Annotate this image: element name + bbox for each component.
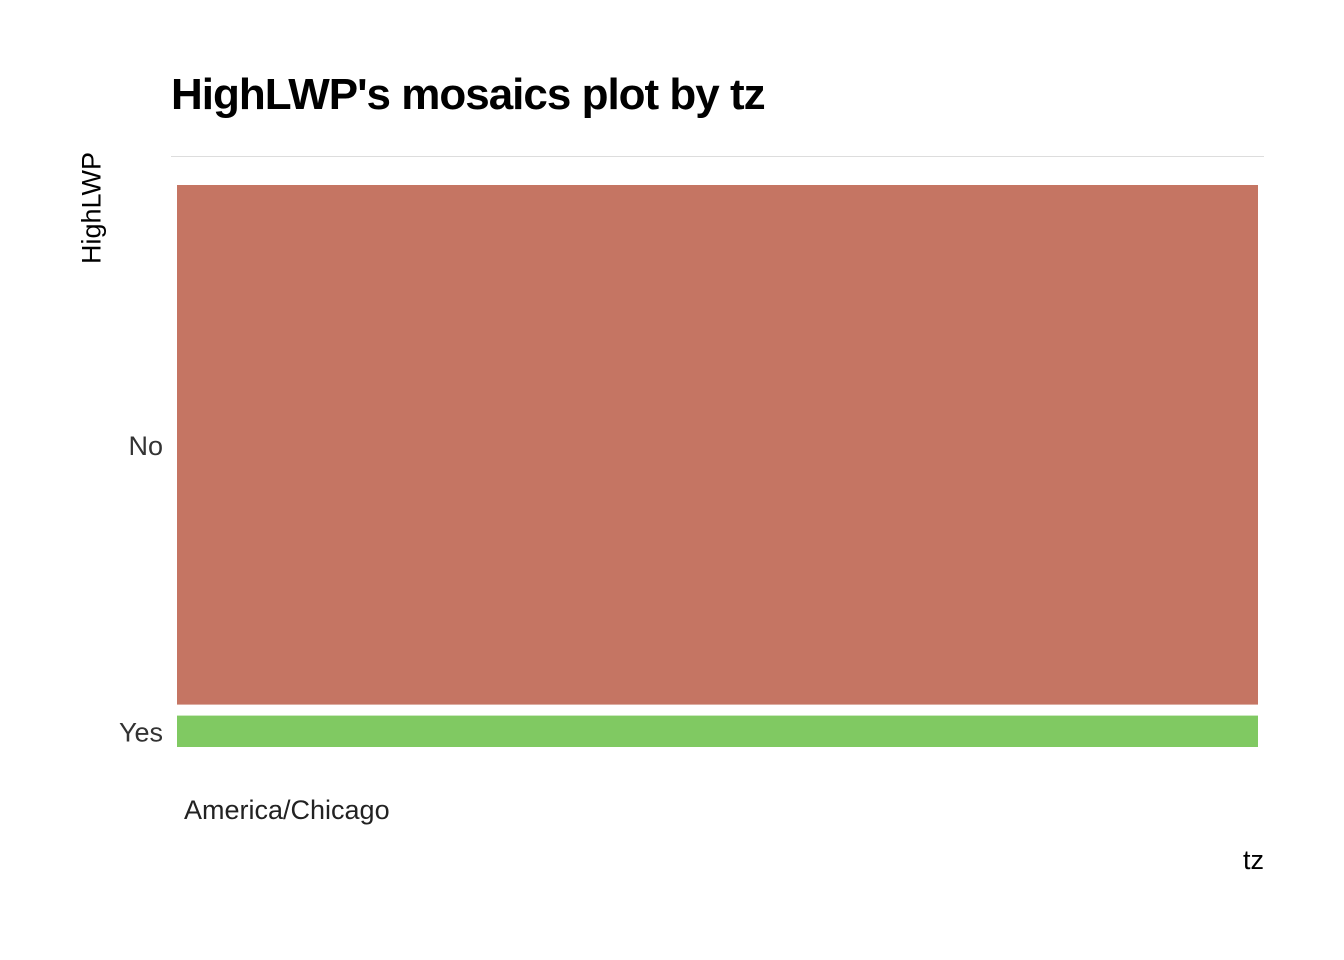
title-divider (171, 156, 1264, 157)
y-tick-label-no: No (128, 431, 163, 461)
mosaic-tile-yes (177, 715, 1258, 747)
mosaic-tile-no (177, 185, 1258, 705)
chart-title: HighLWP's mosaics plot by tz (171, 70, 766, 119)
x-axis-label: tz (1242, 845, 1264, 875)
x-tick-label: America/Chicago (184, 795, 390, 825)
y-tick-label-yes: Yes (119, 717, 163, 747)
